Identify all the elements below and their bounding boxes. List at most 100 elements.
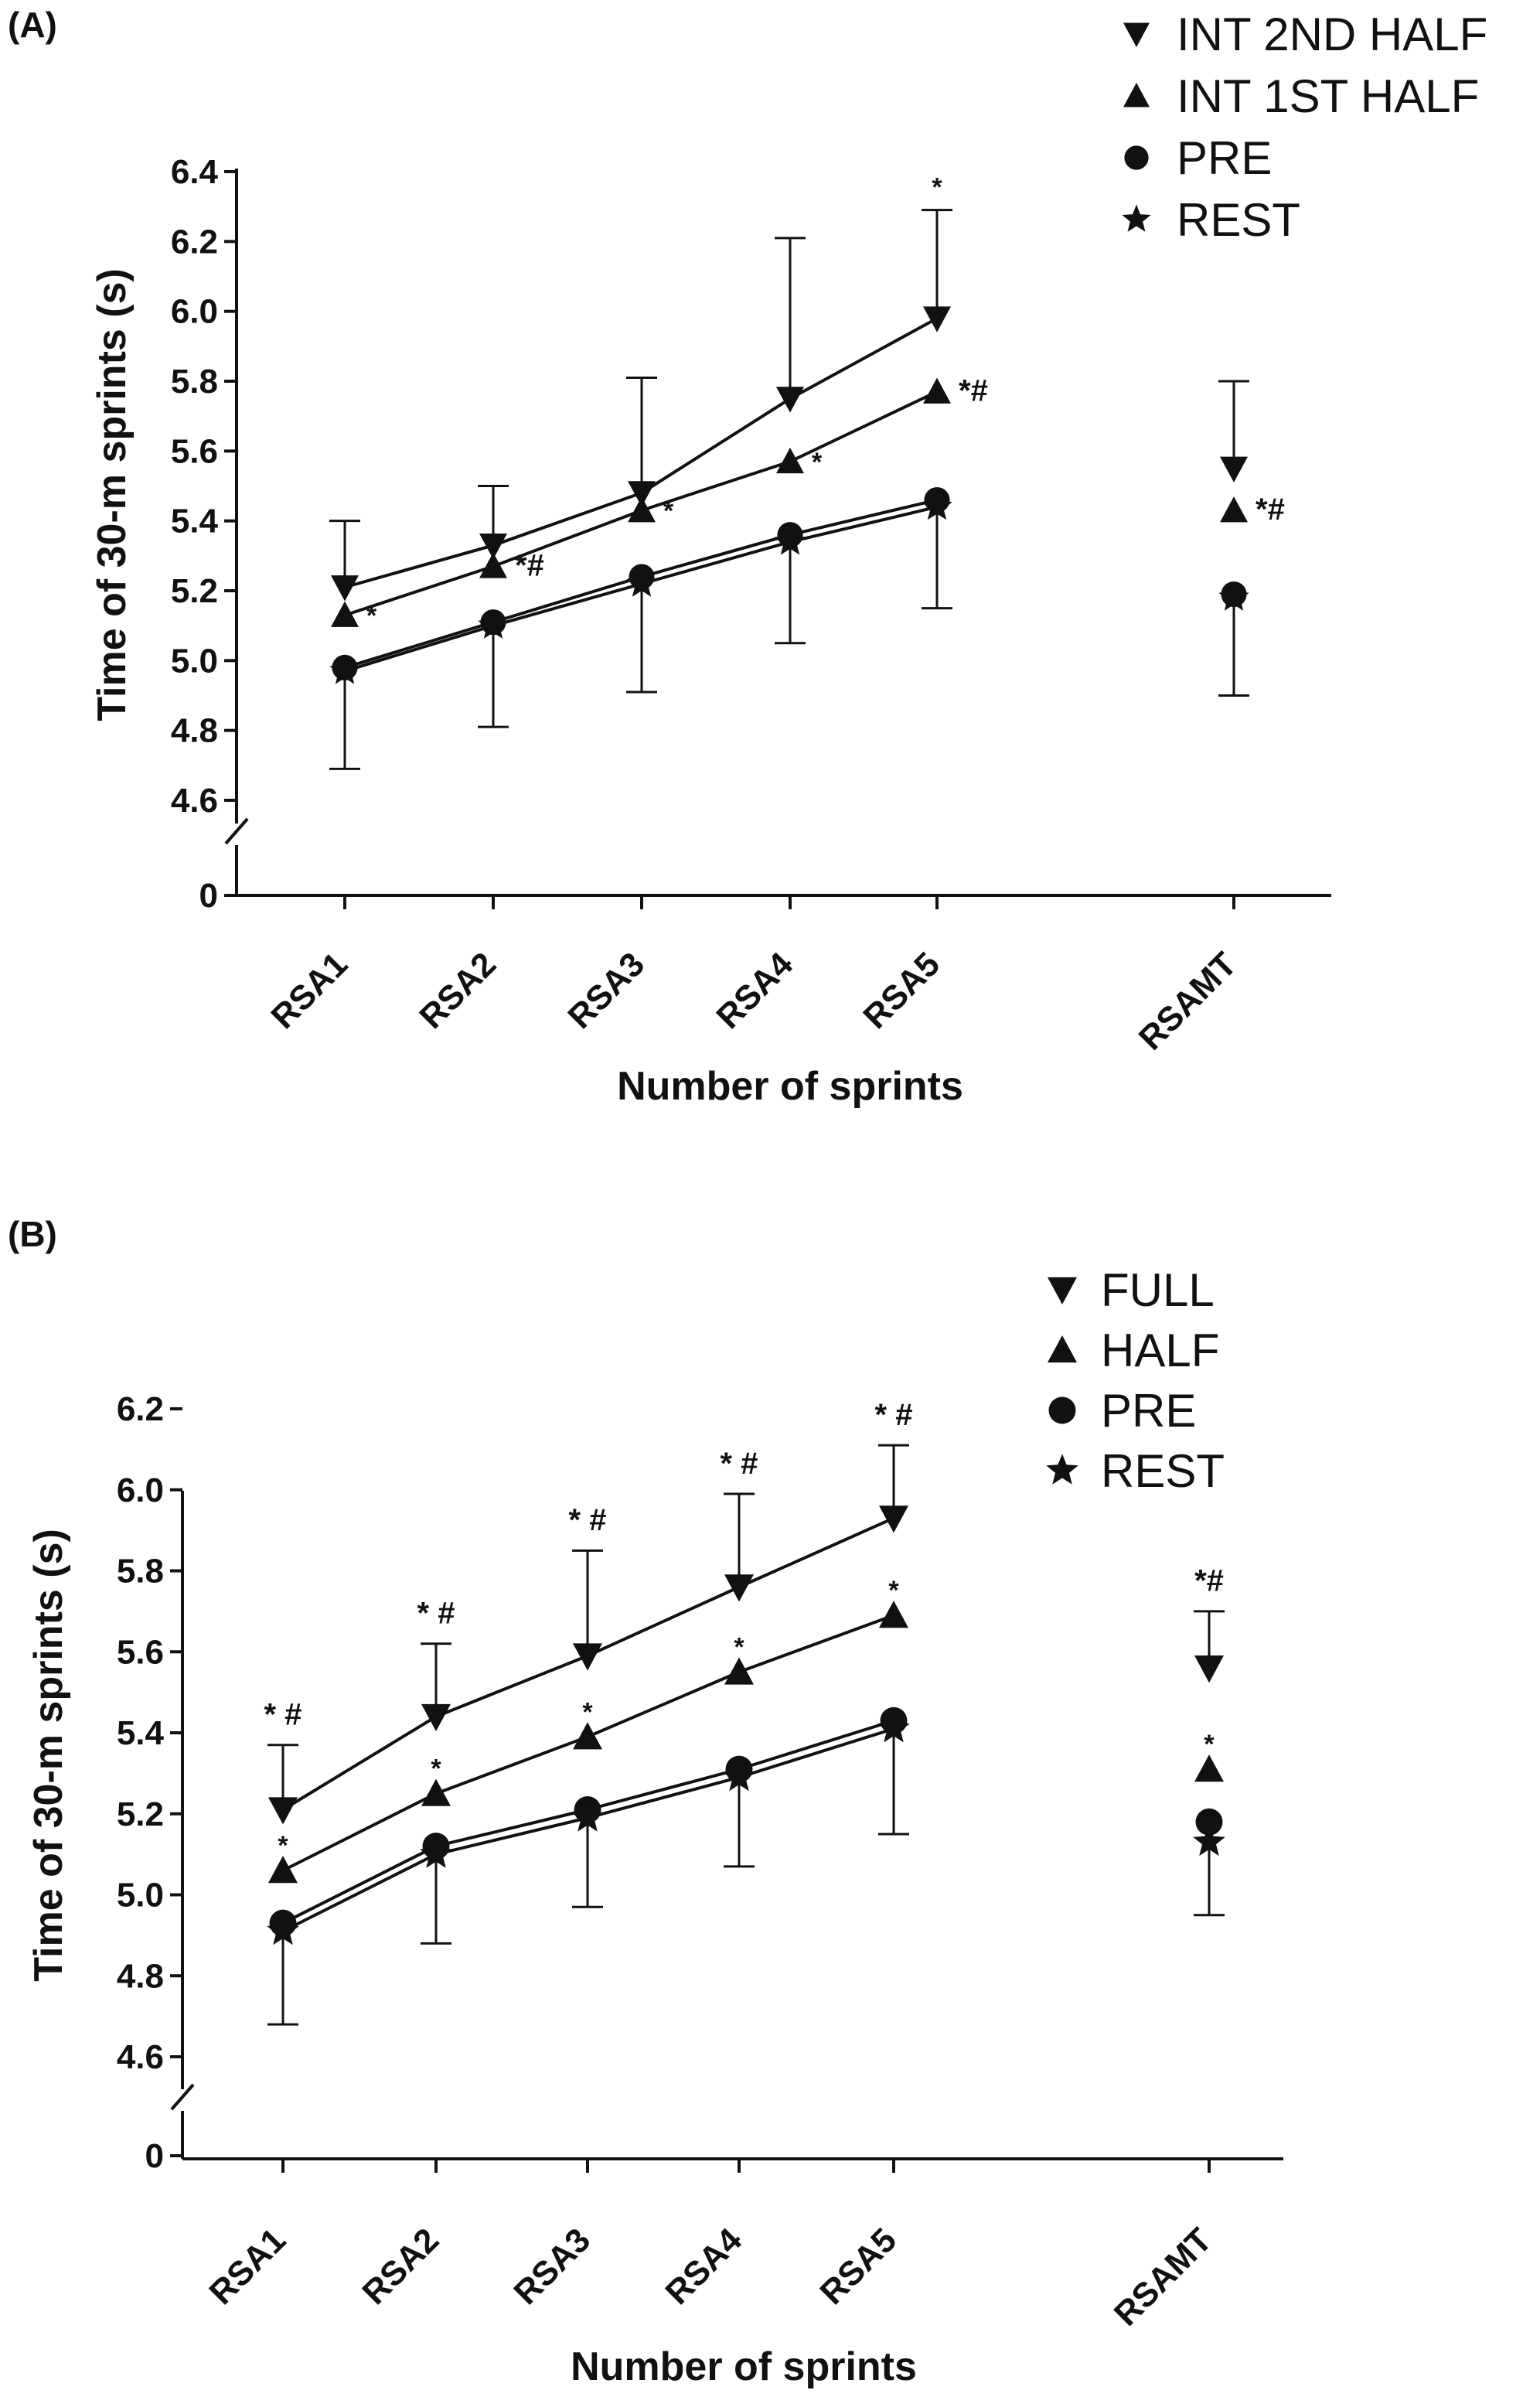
legend-marker xyxy=(1048,1335,1077,1363)
significance-marker: * xyxy=(582,1697,593,1727)
legend-marker xyxy=(1124,145,1149,170)
y-tick-label: 5.4 xyxy=(171,503,219,540)
significance-marker: *# xyxy=(1194,1564,1224,1598)
y-tick-label: 5.2 xyxy=(171,572,218,610)
y-tick-label: 6.2 xyxy=(117,1390,164,1428)
significance-marker: * # xyxy=(417,1597,455,1631)
data-point-marker xyxy=(329,655,360,684)
legend: INT 2ND HALF INT 1ST HALF PRE REST xyxy=(1122,9,1487,246)
y-axis-break-mark xyxy=(224,817,249,845)
data-point-marker xyxy=(724,1574,754,1602)
legend-label: REST xyxy=(1177,194,1300,246)
data-point-marker xyxy=(776,387,804,413)
data-point-marker xyxy=(1194,1754,1224,1782)
data-point-marker xyxy=(571,1801,604,1832)
y-axis-title: Time of 30-m sprints (s) xyxy=(26,1529,71,1982)
x-tick-label: RSA3 xyxy=(506,2221,598,2312)
data-point-marker xyxy=(923,377,951,404)
data-point-marker xyxy=(479,533,507,560)
y-tick-label: 6.2 xyxy=(171,223,218,261)
y-tick-label: 6.4 xyxy=(171,153,219,191)
y-tick-label: 5.6 xyxy=(171,432,218,470)
y-tick-label: 4.6 xyxy=(117,2038,164,2076)
data-point-marker xyxy=(331,575,359,602)
significance-marker: * xyxy=(663,496,674,526)
data-point-marker xyxy=(628,496,656,523)
y-tick-label: 5.6 xyxy=(117,1633,164,1671)
data-point-marker xyxy=(776,447,804,474)
y-tick-label: 4.8 xyxy=(171,712,218,750)
data-point-marker xyxy=(879,1505,908,1533)
y-tick-label: 5.4 xyxy=(117,1714,165,1752)
y-tick-label: 6.0 xyxy=(171,293,218,331)
significance-marker: * # xyxy=(264,1698,302,1732)
significance-marker: * xyxy=(734,1632,744,1662)
legend-label: INT 1ST HALF xyxy=(1177,70,1479,122)
x-tick-label: RSA1 xyxy=(264,945,355,1036)
legend-label: HALF xyxy=(1101,1325,1219,1376)
x-tick-label: RSAMT xyxy=(1132,945,1244,1057)
data-point-marker xyxy=(1193,1825,1225,1857)
significance-marker: * # xyxy=(721,1447,758,1481)
data-point-marker xyxy=(724,1657,754,1685)
legend-label: INT 2ND HALF xyxy=(1177,9,1487,60)
x-tick-label: RSAMT xyxy=(1107,2221,1219,2333)
significance-marker: * xyxy=(366,602,377,631)
data-point-marker xyxy=(1220,456,1248,482)
y-tick-label: 5.0 xyxy=(171,642,218,680)
y-tick-label: 6.0 xyxy=(117,1471,164,1509)
x-tick-label: RSA4 xyxy=(658,2221,749,2312)
panel-label: (A) xyxy=(8,5,57,45)
y-tick-label: 5.8 xyxy=(117,1553,164,1591)
x-tick-label: RSA5 xyxy=(856,945,947,1036)
data-point-marker xyxy=(268,1856,298,1884)
data-point-marker xyxy=(877,1711,910,1743)
y-tick-label: 5.8 xyxy=(171,363,218,401)
x-tick-label: RSA4 xyxy=(709,945,800,1036)
legend-marker xyxy=(1123,83,1150,107)
data-point-marker xyxy=(879,1601,908,1628)
legend-marker xyxy=(1123,22,1150,47)
x-tick-label: RSA5 xyxy=(813,2221,904,2312)
data-point-marker xyxy=(775,526,806,555)
y-tick-label: 4.8 xyxy=(117,1957,164,1995)
data-point-marker xyxy=(922,490,952,520)
significance-marker: * xyxy=(812,448,823,477)
significance-marker: *# xyxy=(1256,493,1285,527)
y-tick-label-zero: 0 xyxy=(145,2137,164,2175)
legend-marker xyxy=(1048,1277,1077,1304)
significance-marker: * # xyxy=(569,1503,607,1537)
data-point-marker xyxy=(573,1722,602,1750)
chart-panel-b: (B) 4.6 4.8 5.0 5.2 5.4 5.6 5.8 6.0 6.2 0 RSA1 RSA2 R… xyxy=(8,1214,1283,2389)
x-tick-label: RSA1 xyxy=(202,2221,293,2312)
data-point-marker xyxy=(268,1797,298,1825)
y-tick-label: 5.2 xyxy=(117,1795,164,1833)
data-point-marker xyxy=(1218,581,1249,611)
y-tick-label-zero: 0 xyxy=(199,877,218,915)
data-point-marker xyxy=(923,306,951,332)
data-point-marker xyxy=(723,1760,755,1792)
data-point-marker xyxy=(1220,496,1248,523)
data-point-marker xyxy=(626,568,657,597)
legend-marker xyxy=(1046,1454,1078,1485)
x-axis-title: Number of sprints xyxy=(617,1064,963,1109)
significance-marker: *# xyxy=(959,374,988,408)
legend-marker xyxy=(1048,1396,1076,1424)
significance-marker: * xyxy=(932,173,942,203)
x-tick-label: RSA2 xyxy=(355,2221,446,2312)
data-point-marker xyxy=(1194,1655,1224,1683)
panel-label: (B) xyxy=(8,1214,57,1254)
data-point-marker xyxy=(479,552,507,578)
y-axis-break-mark xyxy=(170,2083,195,2111)
chart-panel-a: (A) 4.6 4.8 5.0 5.2 5.4 5.6 5.8 6.0 6.2 6.4 0 RSA1 RS… xyxy=(8,5,1487,1109)
y-tick-label: 4.6 xyxy=(171,782,218,820)
significance-marker: * xyxy=(888,1576,899,1605)
data-point-marker xyxy=(628,481,656,507)
x-tick-label: RSA2 xyxy=(412,945,503,1036)
x-axis-title: Number of sprints xyxy=(571,2344,917,2389)
data-point-marker xyxy=(420,1837,452,1868)
legend-label: PRE xyxy=(1101,1385,1196,1437)
legend: FULL HALF PRE REST xyxy=(1046,1264,1225,1497)
data-point-marker xyxy=(421,1703,451,1732)
